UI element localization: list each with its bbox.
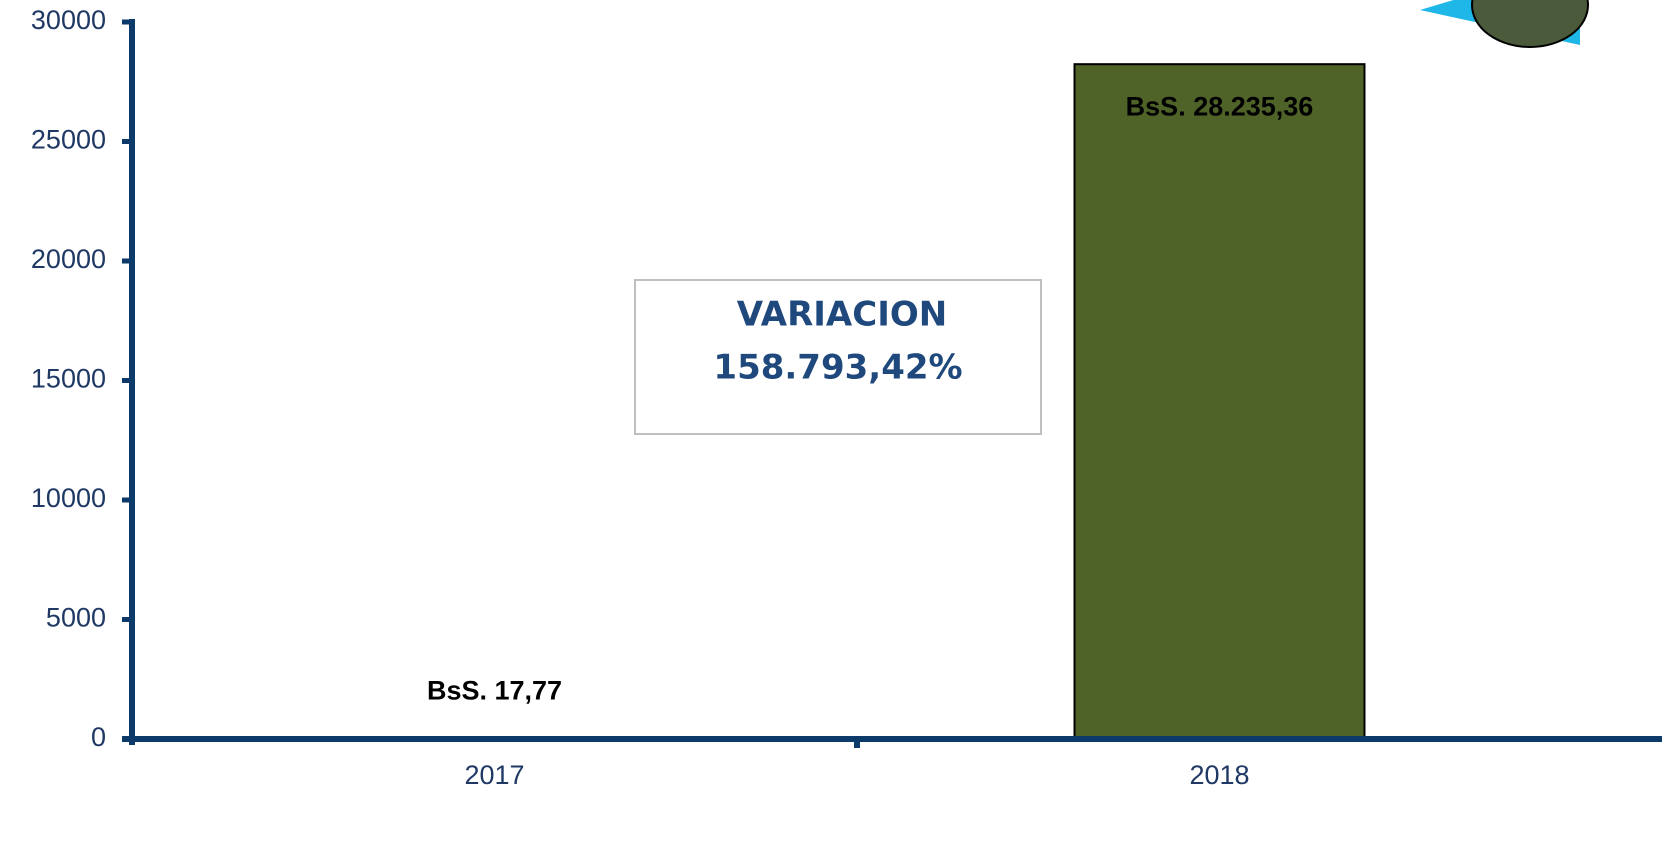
y-tick-label: 10000: [31, 483, 106, 513]
page: {"chart_data": {"type": "bar", "categori…: [0, 0, 1662, 841]
y-tick-label: 5000: [46, 603, 106, 633]
bar: [1075, 64, 1365, 739]
chart: VARIACION 158.793,42% 0 5000 10000 15000 200…: [0, 0, 1662, 841]
x-tick-label: 2018: [1189, 760, 1249, 790]
y-tick-label: 20000: [31, 244, 106, 274]
x-tick-label: 2017: [464, 760, 524, 790]
annotation: 158.793,42%: [713, 348, 962, 388]
y-tick-label: 0: [91, 722, 106, 752]
y-tick-label: 15000: [31, 364, 106, 394]
annotation: VARIACION: [737, 295, 947, 335]
value-label: BsS. 17,77: [427, 676, 562, 706]
value-label: BsS. 28.235,36: [1126, 91, 1314, 121]
y-tick-label: 25000: [31, 125, 106, 155]
y-tick-label: 30000: [31, 5, 106, 35]
